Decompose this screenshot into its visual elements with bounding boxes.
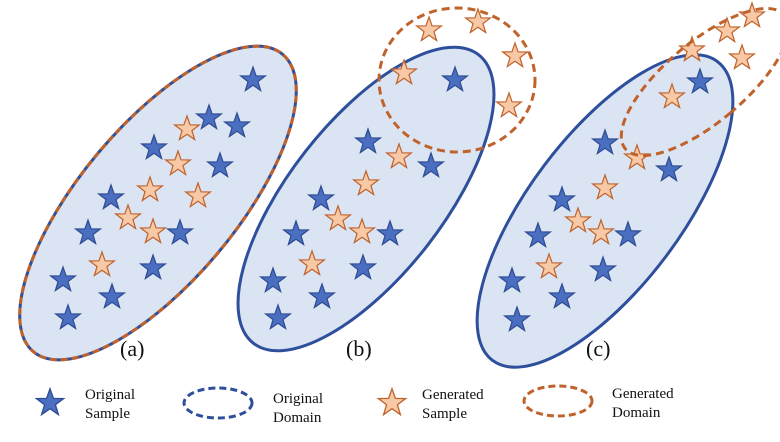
legend-label-line2: Sample [85, 406, 130, 422]
original-domain-ellipse [236, 45, 496, 353]
generated-sample-star-icon [739, 2, 765, 28]
generated-domain-ellipse-icon [522, 384, 594, 418]
legend-label-line1: Original [85, 387, 135, 403]
original-domain-ellipse [475, 53, 735, 369]
panel-b: (b) [236, 6, 537, 361]
generated-sample-star-icon [729, 44, 755, 70]
generated-domain-ellipse [619, 6, 780, 158]
legend-original-domain: Original Domain [182, 386, 323, 426]
generated-sample-star-icon [416, 16, 442, 42]
panel-label: (a) [120, 336, 144, 361]
original-domain-ellipse-icon [182, 386, 254, 420]
legend-label-line2: Domain [612, 405, 661, 421]
generated-sample-star-icon [714, 17, 740, 43]
generated-sample-star-icon [496, 92, 522, 118]
generated-sample-star-icon [377, 388, 407, 416]
generated-domain-ellipse [18, 44, 298, 362]
panel-label: (b) [346, 336, 372, 361]
original-sample-star-icon [35, 388, 65, 416]
legend-label-line1: Generated [612, 386, 674, 402]
legend-label-line2: Domain [273, 410, 322, 426]
legend-label-line1: Generated [422, 387, 484, 403]
legend-label-line1: Original [273, 391, 323, 407]
legend: Original Sample Original Domain Generate… [35, 384, 674, 426]
panel-a: (a) [18, 44, 298, 362]
panel-c: (c) [475, 2, 780, 369]
generated-domain-ellipse [377, 6, 537, 154]
panel-label: (c) [586, 336, 610, 361]
legend-label-line2: Sample [422, 406, 467, 422]
generated-sample-star-icon [502, 42, 528, 68]
legend-original-sample: Original Sample [35, 387, 135, 422]
legend-generated-sample: Generated Sample [377, 387, 484, 422]
legend-generated-domain: Generated Domain [522, 384, 674, 421]
